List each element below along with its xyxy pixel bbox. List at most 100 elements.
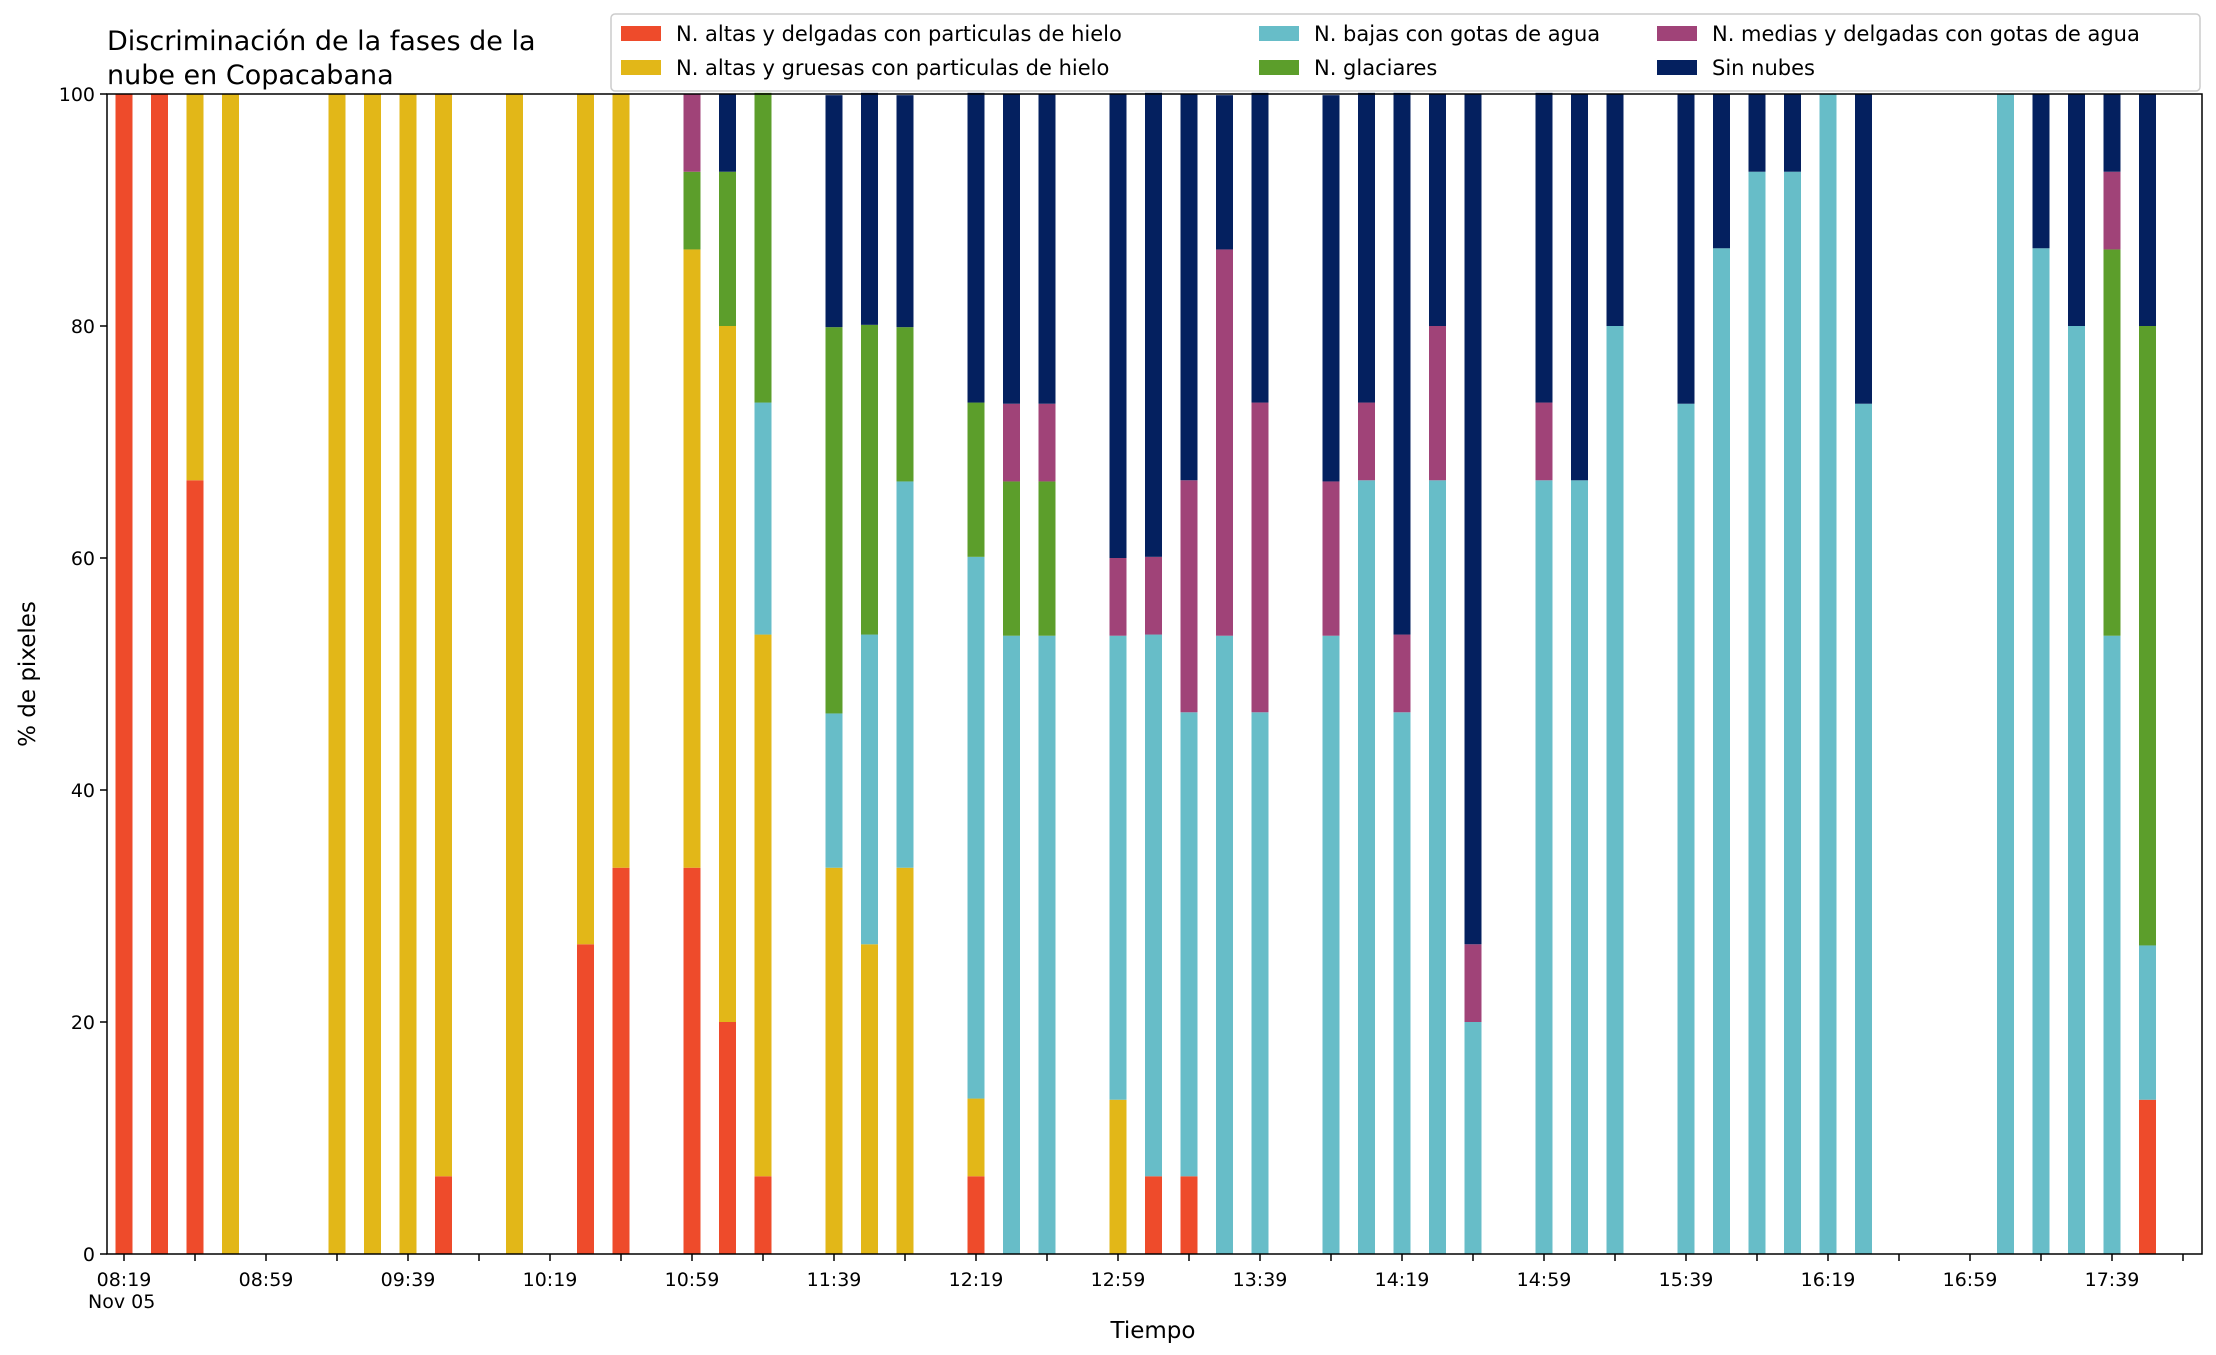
bar-segment-s2-t21 [861,634,878,945]
bar-segment-s3-t18 [754,92,772,403]
legend-swatch-0 [621,26,661,41]
bar-segment-s0-t24 [967,1176,985,1254]
bar-segment-s2-t55 [2068,326,2085,1254]
bar-segment-s5-t32 [1251,92,1269,403]
bar-segment-s1-t9 [435,94,452,1177]
x-axis-date-label: Nov 05 [88,1291,155,1313]
bar-segment-s5-t42 [1606,94,1624,326]
bar-segment-s2-t42 [1606,326,1624,1254]
bar-segment-s1-t20 [825,867,843,1254]
bar-segment-s4-t16 [683,94,701,172]
bar-segment-s4-t34 [1322,481,1340,636]
bar-segment-s2-t47 [1784,171,1801,1255]
bar-segment-s5-t22 [896,95,914,328]
bar-segment-s3-t26 [1038,481,1056,636]
bar-segment-s3-t16 [683,171,701,250]
bar-segment-s4-t56 [2103,171,2121,250]
bar-segment-s1-t6 [328,94,346,1254]
bar-segment-s2-t57 [2139,945,2156,1100]
bar-segment-s1-t11 [506,94,523,1254]
bar-segment-s4-t37 [1429,326,1446,481]
bar-segment-s2-t31 [1216,635,1233,1254]
bar-segment-s1-t17 [719,326,736,1022]
bar-segment-s5-t47 [1784,94,1801,172]
bar-segment-s2-t28 [1109,635,1127,1100]
y-tick-label: 0 [83,1244,95,1266]
x-tick-label: 14:59 [1517,1269,1572,1291]
bar-segment-s5-t54 [2032,94,2050,249]
legend-swatch-3 [1259,60,1299,75]
bar-segment-s3-t22 [896,327,914,482]
x-tick-label: 08:19 [97,1269,152,1291]
bar-segment-s2-t41 [1571,480,1588,1254]
bar-segment-s0-t17 [719,1022,736,1254]
bar-segment-s0-t1 [151,94,168,1254]
bar-segment-s1-t3 [222,94,239,1254]
x-tick-label: 11:39 [807,1269,862,1291]
bar-segment-s5-t24 [967,92,985,403]
x-tick-label: 10:19 [523,1269,578,1291]
bar-segment-s4-t31 [1216,249,1233,636]
bars-layer [115,92,2156,1255]
bar-segment-s4-t35 [1358,402,1375,481]
bar-segment-s5-t31 [1216,95,1233,250]
x-tick-label: 14:19 [1375,1269,1430,1291]
bar-segment-s5-t35 [1358,92,1375,403]
bar-segment-s0-t57 [2139,1099,2156,1254]
bar-segment-s0-t9 [435,1176,452,1254]
bar-segment-s5-t56 [2103,94,2121,172]
y-tick-label: 80 [71,316,95,338]
bar-segment-s2-t20 [825,713,843,868]
bar-segment-s4-t40 [1535,402,1553,481]
legend-swatch-4 [1657,26,1697,41]
bar-segment-s1-t7 [364,94,381,1254]
bar-segment-s5-t55 [2068,94,2085,326]
bar-segment-s5-t21 [861,92,878,325]
bar-segment-s2-t49 [1855,403,1872,1255]
bar-segment-s4-t30 [1180,480,1198,713]
bar-segment-s2-t25 [1003,635,1020,1254]
bar-segment-s2-t40 [1535,480,1553,1254]
bar-segment-s5-t20 [825,95,843,328]
x-tick-label: 13:39 [1233,1269,1288,1291]
bar-segment-s3-t24 [967,402,985,557]
x-tick-label: 15:39 [1659,1269,1714,1291]
bar-segment-s2-t46 [1748,171,1766,1255]
bar-segment-s4-t36 [1393,634,1411,713]
bar-segment-s0-t18 [754,1176,772,1254]
legend-swatch-1 [621,60,661,75]
bar-segment-s4-t32 [1251,402,1269,713]
bar-segment-s3-t57 [2139,326,2156,946]
bar-segment-s5-t34 [1322,95,1340,482]
bar-segment-s1-t2 [186,94,204,481]
chart-title-line-2: nube en Copacabana [107,60,394,91]
bar-segment-s1-t28 [1109,1099,1127,1254]
bar-segment-s5-t29 [1145,92,1162,557]
legend-label-1: N. altas y gruesas con particulas de hie… [676,56,1109,80]
bar-segment-s5-t36 [1393,92,1411,635]
legend-label-3: N. glaciares [1314,56,1437,80]
bar-segment-s5-t49 [1855,94,1872,404]
legend-box [610,13,2201,92]
bar-segment-s2-t53 [1997,94,2014,1254]
y-tick-label: 60 [71,548,95,570]
bar-segment-s1-t22 [896,867,914,1254]
bar-segment-s3-t17 [719,171,736,326]
bar-segment-s0-t30 [1180,1176,1198,1254]
bar-segment-s2-t38 [1464,1022,1482,1254]
y-axis: 0 20 40 60 80 100 [59,84,107,1266]
chart-title-line-1: Discriminación de la fases de la [107,26,536,57]
bar-segment-s5-t40 [1535,92,1553,403]
x-tick-label: 08:59 [239,1269,294,1291]
bar-segment-s1-t18 [754,634,772,1177]
bar-segment-s4-t28 [1109,558,1127,636]
bar-segment-s0-t14 [612,867,630,1254]
bar-segment-s0-t13 [577,944,594,1254]
y-tick-label: 20 [71,1012,95,1034]
bar-segment-s5-t26 [1038,94,1056,404]
x-tick-label: 12:59 [1091,1269,1146,1291]
bar-segment-s2-t18 [754,402,772,635]
legend-label-4: N. medias y delgadas con gotas de agua [1712,22,2140,46]
y-axis-label: % de pixeles [15,601,41,747]
